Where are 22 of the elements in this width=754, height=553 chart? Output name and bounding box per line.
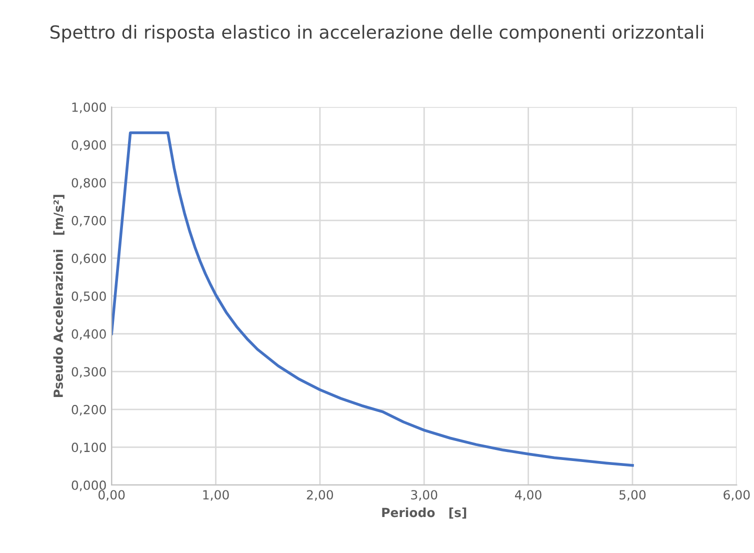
y-tick-label: 1,000: [72, 102, 106, 114]
x-tick-label: 0,00: [98, 490, 125, 501]
y-axis-title: Pseudo Accelerazioni [m/s²]: [53, 194, 64, 397]
y-tick-label: 0,600: [72, 254, 106, 264]
y-tick-label: 0,700: [72, 216, 106, 227]
y-tick-label: 0,800: [72, 178, 106, 189]
x-axis-title: Periodo [s]: [382, 508, 466, 519]
y-tick-label: 0,900: [72, 140, 106, 151]
y-tick-label: 0,400: [72, 329, 106, 340]
y-tick-label: 0,000: [72, 480, 106, 492]
y-tick-label: 0,300: [72, 367, 106, 378]
x-tick-label: 5,00: [620, 490, 646, 501]
line-series: [112, 131, 634, 467]
y-tick-label: 0,500: [72, 291, 106, 302]
x-tick-label: 3,00: [411, 490, 438, 501]
x-tick-label: 2,00: [306, 490, 334, 501]
y-tick-label: 0,200: [72, 404, 106, 416]
y-tick-label: 0,100: [72, 442, 106, 454]
x-tick-label: 1,00: [203, 490, 229, 501]
chart-title: Spettro di risposta elastico in accelerazione delle componenti orizzontali: [50, 24, 703, 42]
x-tick-label: 4,00: [515, 490, 542, 501]
x-tick-label: 6,00: [724, 490, 750, 501]
